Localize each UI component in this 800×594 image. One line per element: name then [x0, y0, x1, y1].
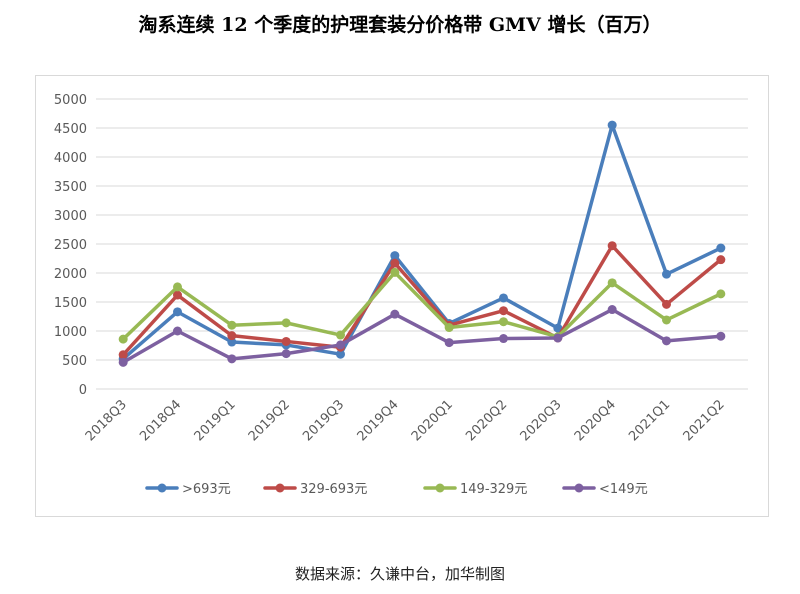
- data-point: [553, 323, 563, 333]
- data-point: [390, 251, 400, 261]
- data-point: [444, 338, 454, 348]
- y-tick-label: 3000: [54, 209, 87, 224]
- data-point: [227, 337, 237, 347]
- data-point: [336, 349, 345, 359]
- data-point: [607, 278, 617, 288]
- chart-area: 0 500 1000 1500 2000 2500 3000 3500 4000 4500 5000…: [35, 75, 769, 517]
- data-point: [662, 336, 671, 346]
- data-point: [118, 334, 128, 344]
- y-tick-label: 3500: [54, 180, 87, 195]
- legend-label: 149-329元: [460, 482, 527, 497]
- data-point: [173, 282, 182, 292]
- series-line: [121, 123, 723, 361]
- line-chart: 0 500 1000 1500 2000 2500 3000 3500 4000 4500 5000…: [54, 93, 748, 497]
- data-point: [173, 307, 182, 317]
- data-point: [662, 315, 671, 325]
- legend-marker: [435, 483, 445, 493]
- data-point: [553, 333, 563, 343]
- data-point: [227, 320, 237, 330]
- data-point: [281, 336, 291, 346]
- data-point: [281, 349, 291, 359]
- x-tick-label: 2020Q2: [463, 397, 510, 444]
- data-point: [499, 306, 508, 316]
- legend-label: >693元: [182, 482, 231, 497]
- y-tick-label: 2500: [54, 238, 87, 253]
- data-point: [716, 331, 726, 341]
- gridlines: [96, 98, 748, 390]
- legend-label: 329-693元: [300, 482, 367, 497]
- data-point: [118, 357, 128, 367]
- data-point: [444, 323, 454, 333]
- legend: >693元 329-693元 149-329元 <149元: [145, 482, 648, 497]
- data-point: [227, 331, 237, 341]
- y-tick-label: 5000: [54, 93, 87, 108]
- data-point: [118, 350, 128, 360]
- data-point: [336, 340, 345, 350]
- data-point: [227, 354, 237, 364]
- y-tick-label: 2000: [54, 267, 87, 282]
- data-point: [716, 255, 726, 265]
- y-tick-label: 1000: [54, 325, 87, 340]
- y-tick-label: 4000: [54, 151, 87, 166]
- y-tick-label: 4500: [54, 122, 87, 137]
- data-point: [173, 290, 182, 300]
- legend-marker: [275, 483, 285, 493]
- x-tick-label: 2019Q2: [246, 397, 293, 444]
- y-tick-label: 0: [79, 383, 87, 398]
- data-point: [607, 241, 617, 251]
- y-tick-label: 500: [62, 354, 87, 369]
- data-point: [499, 334, 508, 344]
- series-line: [121, 270, 723, 341]
- data-point: [716, 289, 726, 299]
- source-note: 数据来源：久谦中台，加华制图: [294, 565, 505, 583]
- data-point: [499, 317, 508, 327]
- data-point: [390, 267, 400, 277]
- chart-title: 淘系连续 12 个季度的护理套装分价格带 GMV 增长（百万）: [138, 14, 662, 36]
- x-tick-label: 2018Q4: [137, 397, 184, 444]
- data-point: [662, 269, 671, 279]
- series-line: [121, 307, 723, 365]
- x-axis-ticks: 2018Q3 2018Q4 2019Q1 2019Q2 2019Q3 2019Q4 2020…: [83, 397, 728, 444]
- data-point: [607, 120, 617, 130]
- data-point: [390, 309, 400, 319]
- data-point: [281, 318, 291, 328]
- data-point: [336, 330, 345, 340]
- data-point: [499, 293, 508, 303]
- data-point: [173, 326, 182, 336]
- series-line: [121, 243, 723, 357]
- x-tick-label: 2020Q1: [409, 397, 456, 444]
- legend-marker: [157, 483, 167, 493]
- x-tick-label: 2021Q2: [681, 397, 728, 444]
- legend-label: <149元: [599, 482, 648, 497]
- x-tick-label: 2020Q3: [518, 397, 565, 444]
- data-point: [716, 243, 726, 253]
- y-axis-ticks: 0 500 1000 1500 2000 2500 3000 3500 4000 4500 5000: [54, 93, 87, 398]
- x-tick-label: 2018Q3: [83, 397, 130, 444]
- data-point: [607, 305, 617, 315]
- data-point: [390, 258, 400, 268]
- legend-marker: [574, 483, 584, 493]
- series-lines: [118, 120, 726, 367]
- x-tick-label: 2019Q4: [355, 397, 402, 444]
- x-tick-label: 2019Q1: [192, 397, 239, 444]
- x-tick-label: 2021Q1: [626, 397, 673, 444]
- y-tick-label: 1500: [54, 296, 87, 311]
- x-tick-label: 2020Q4: [572, 397, 619, 444]
- x-tick-label: 2019Q3: [300, 397, 347, 444]
- data-point: [662, 299, 671, 309]
